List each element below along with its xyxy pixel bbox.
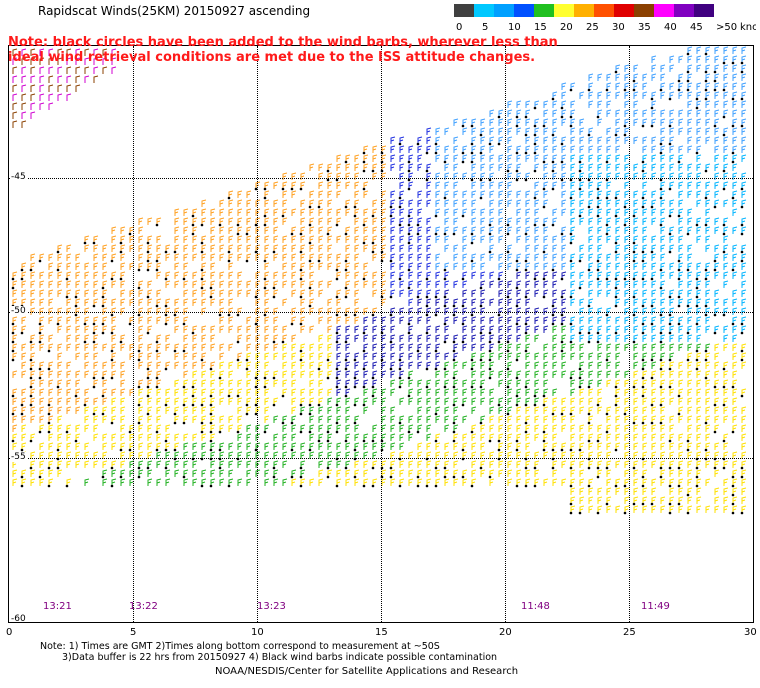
colorbar-label: 0 <box>456 22 462 33</box>
colorbar-swatch <box>594 4 614 17</box>
colorbar-label: 45 <box>690 22 703 33</box>
lon-gridline-20 <box>505 46 506 622</box>
lon-tick-label: 30 <box>744 627 757 638</box>
colorbar-label: 25 <box>586 22 599 33</box>
lon-tick-label: 10 <box>251 627 264 638</box>
footnote-line-2: 3)Data buffer is 22 hrs from 20150927 4)… <box>62 652 498 663</box>
lat-label: -55 <box>10 452 27 462</box>
lon-gridline-5 <box>133 46 134 622</box>
colorbar-swatch <box>654 4 674 17</box>
colorbar-swatch <box>494 4 514 17</box>
wind-speed-colorbar: 0 5 10 15 20 25 30 35 40 45 >50knots <box>454 4 756 33</box>
colorbar-units: knots <box>740 22 756 33</box>
lon-tick-label: 0 <box>6 627 13 638</box>
map-title: Rapidscat Winds(25KM) 20150927 ascending <box>38 4 311 18</box>
colorbar-swatch <box>534 4 554 17</box>
lon-tick-label: 20 <box>499 627 512 638</box>
colorbar-swatch <box>574 4 594 17</box>
colorbar-swatch <box>674 4 694 17</box>
lon-gridline-25 <box>629 46 630 622</box>
lat-label: -45 <box>10 172 27 182</box>
colorbar-swatch <box>474 4 494 17</box>
colorbar-label: >50 <box>716 22 737 33</box>
wind-map[interactable]: -45 -50 -55 -60 13:21 13:22 13:23 11:48 … <box>8 45 754 623</box>
colorbar-label: 5 <box>482 22 488 33</box>
colorbar-swatch <box>694 4 714 17</box>
colorbar-label: 40 <box>664 22 677 33</box>
lat-label: -50 <box>10 306 27 316</box>
colorbar-label: 10 <box>508 22 521 33</box>
colorbar-swatch <box>614 4 634 17</box>
colorbar-label: 15 <box>534 22 547 33</box>
colorbar-label: 20 <box>560 22 573 33</box>
lon-gridline-10 <box>257 46 258 622</box>
lon-tick-label: 15 <box>375 627 388 638</box>
lat-label: -60 <box>10 614 27 623</box>
colorbar-label: 30 <box>612 22 625 33</box>
time-label: 11:49 <box>641 601 670 612</box>
time-label: 13:23 <box>257 601 286 612</box>
colorbar-swatch <box>634 4 654 17</box>
colorbar-swatch <box>454 4 474 17</box>
warning-note: Note: black circles have been added to t… <box>8 35 558 65</box>
footnote-line-1: Note: 1) Times are GMT 2)Times along bot… <box>40 641 440 652</box>
time-label: 13:21 <box>43 601 72 612</box>
lon-tick-label: 5 <box>130 627 137 638</box>
time-label: 13:22 <box>129 601 158 612</box>
credit-line: NOAA/NESDIS/Center for Satellite Applica… <box>215 666 519 677</box>
lon-gridline-15 <box>381 46 382 622</box>
colorbar-label: 35 <box>638 22 651 33</box>
colorbar-swatch <box>514 4 534 17</box>
lon-tick-label: 25 <box>623 627 636 638</box>
time-label: 11:48 <box>521 601 550 612</box>
colorbar-swatch <box>554 4 574 17</box>
